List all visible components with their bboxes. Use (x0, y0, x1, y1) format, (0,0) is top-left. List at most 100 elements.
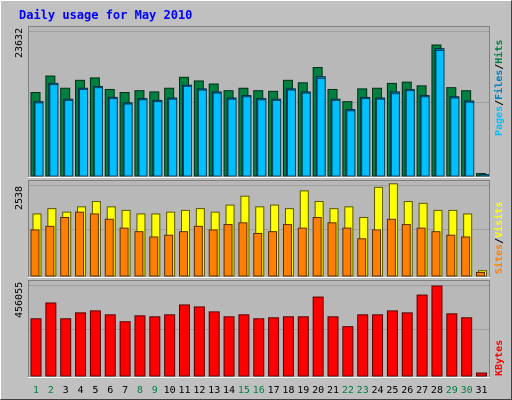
ymax-label-kbytes: 456055 (14, 282, 25, 318)
x-tick-label-20: 20 (312, 385, 324, 396)
ymax-label-hits: 23632 (14, 28, 25, 58)
x-tick-label-1: 1 (33, 385, 39, 396)
bar-kbytes-day-12 (193, 306, 205, 377)
bar-kbytes-day-11 (179, 304, 190, 377)
bar-sites-day-12 (193, 225, 203, 277)
bar-kbytes-day-16 (253, 318, 265, 377)
bar-kbytes-day-31 (476, 372, 487, 377)
bar-pages-day-7 (123, 103, 133, 177)
legend-sep-2: / (494, 64, 505, 70)
bar-pages-day-5 (93, 87, 103, 177)
bar-kbytes-day-9 (149, 316, 161, 377)
x-tick-label-31: 31 (475, 385, 487, 396)
bar-sites-day-7 (119, 227, 129, 277)
bar-pages-day-21 (331, 99, 341, 177)
bar-kbytes-day-28 (431, 285, 443, 377)
bar-pages-day-8 (138, 99, 148, 177)
bar-sites-day-24 (372, 229, 382, 277)
bar-pages-day-30 (465, 101, 475, 177)
ymax-label-visits: 2538 (14, 186, 25, 210)
x-tick-label-30: 30 (461, 385, 473, 396)
x-tick-label-21: 21 (327, 385, 339, 396)
bar-kbytes-day-17 (268, 317, 280, 377)
legend-pages: Pages (494, 106, 505, 136)
bar-kbytes-day-2 (45, 302, 57, 377)
legend-hits: Hits (493, 40, 505, 64)
bar-sites-day-10 (164, 234, 174, 277)
bar-sites-day-22 (342, 227, 352, 277)
bar-sites-day-9 (149, 236, 159, 277)
bar-pages-day-9 (153, 101, 163, 177)
x-tick-label-23: 23 (357, 385, 369, 396)
bar-kbytes-day-5 (89, 310, 101, 377)
bar-kbytes-day-24 (372, 314, 384, 377)
bar-sites-day-6 (104, 218, 114, 277)
x-tick-label-3: 3 (63, 385, 69, 396)
bar-pages-day-13 (212, 92, 222, 177)
bar-pages-day-26 (405, 90, 415, 177)
bar-sites-day-19 (297, 227, 307, 277)
bar-sites-day-18 (282, 224, 292, 277)
bar-pages-day-24 (376, 98, 386, 177)
x-tick-label-28: 28 (431, 385, 443, 396)
bar-pages-day-31 (480, 174, 489, 177)
bar-pages-day-22 (346, 110, 356, 177)
bar-pages-day-29 (450, 97, 460, 177)
bar-pages-day-10 (168, 98, 178, 177)
x-tick-label-14: 14 (223, 385, 235, 396)
x-axis-labels: 1 2 3 4 5 6 7 8 9 10 11 12 13 14 15 16 17 18 19 20 21 22 23 24 2… (33, 385, 488, 396)
bar-pages-day-19 (301, 92, 311, 177)
legend-visits: Visits (493, 202, 505, 238)
legend-visits-sites: Sites/Visits (493, 202, 505, 274)
bar-pages-day-20 (316, 78, 326, 177)
x-tick-label-6: 6 (107, 385, 113, 396)
bar-sites-day-21 (327, 222, 337, 277)
x-tick-label-25: 25 (386, 385, 398, 396)
bar-pages-day-27 (420, 96, 430, 177)
legend-kbytes: KBytes (494, 340, 505, 376)
x-tick-label-4: 4 (78, 385, 84, 396)
bar-pages-day-3 (64, 99, 74, 177)
bar-kbytes-day-10 (164, 314, 176, 377)
bar-sites-day-29 (446, 234, 456, 277)
bar-sites-day-13 (208, 229, 218, 277)
bar-kbytes-day-22 (342, 326, 354, 377)
x-tick-label-22: 22 (342, 385, 354, 396)
x-tick-label-16: 16 (253, 385, 265, 396)
bar-pages-day-12 (197, 89, 207, 177)
bar-sites-day-25 (386, 218, 396, 277)
bar-pages-day-23 (361, 98, 371, 177)
bar-sites-day-4 (75, 211, 85, 277)
bar-kbytes-day-25 (386, 310, 398, 377)
x-tick-label-12: 12 (193, 385, 205, 396)
x-tick-label-18: 18 (282, 385, 294, 396)
bar-pages-day-11 (183, 85, 192, 177)
bar-sites-day-2 (45, 225, 55, 277)
bar-sites-day-17 (268, 231, 278, 277)
bar-pages-day-1 (34, 102, 44, 177)
bar-kbytes-day-14 (223, 316, 235, 377)
bar-sites-day-30 (461, 236, 471, 277)
x-tick-label-8: 8 (137, 385, 143, 396)
bar-kbytes-day-15 (238, 314, 250, 377)
bar-pages-day-17 (272, 99, 282, 177)
bar-kbytes-day-4 (75, 312, 87, 377)
legend-hits-files-pages: Pages/Files/Hits (493, 40, 505, 136)
bar-kbytes-day-20 (312, 296, 324, 377)
bar-kbytes-day-1 (30, 318, 42, 377)
bar-sites-day-31 (476, 271, 485, 277)
bar-pages-day-4 (79, 88, 89, 177)
x-tick-label-29: 29 (446, 385, 458, 396)
bar-kbytes-day-7 (119, 321, 131, 377)
bar-sites-day-26 (401, 224, 411, 277)
bar-sites-day-23 (357, 238, 367, 277)
x-tick-label-26: 26 (401, 385, 413, 396)
bar-kbytes-day-26 (401, 312, 413, 377)
legend-sep-3: / (494, 238, 505, 244)
bar-sites-day-27 (416, 227, 426, 277)
bar-kbytes-day-18 (282, 316, 294, 377)
legend-files: Files (493, 70, 505, 100)
bar-sites-day-8 (134, 231, 144, 277)
